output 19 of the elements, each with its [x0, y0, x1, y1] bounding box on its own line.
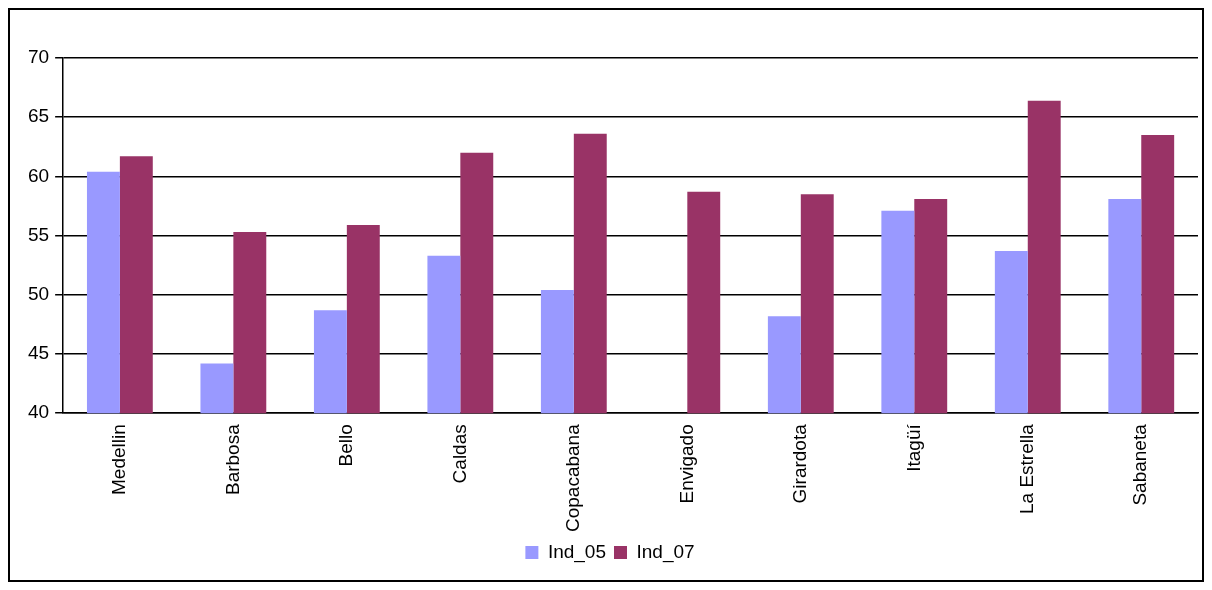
x-tick-label: Medellin [108, 424, 130, 496]
y-tick-label: 50 [27, 283, 50, 305]
legend-label: Ind_05 [547, 540, 607, 563]
x-tick-label: Itagüí [902, 423, 924, 472]
x-tick-label: Caldas [448, 424, 470, 484]
legend-label: Ind_07 [636, 540, 695, 563]
x-tick-label: Barbosa [221, 423, 243, 496]
y-tick-label: 40 [27, 401, 50, 423]
y-tick-label: 55 [27, 223, 50, 245]
x-tick-label: Sabaneta [1129, 423, 1151, 506]
y-tick-label: 70 [27, 46, 50, 68]
x-tick-label: La Estrella [1016, 423, 1037, 515]
y-tick-label: 60 [27, 164, 50, 186]
x-tick-label: Envigado [675, 424, 697, 504]
x-tick-label: Copacabana [562, 423, 584, 533]
y-tick-label: 65 [27, 105, 50, 127]
x-tick-label: Bello [335, 424, 357, 467]
x-tick-label: Girardota [789, 423, 811, 504]
y-tick-label: 45 [27, 342, 50, 364]
